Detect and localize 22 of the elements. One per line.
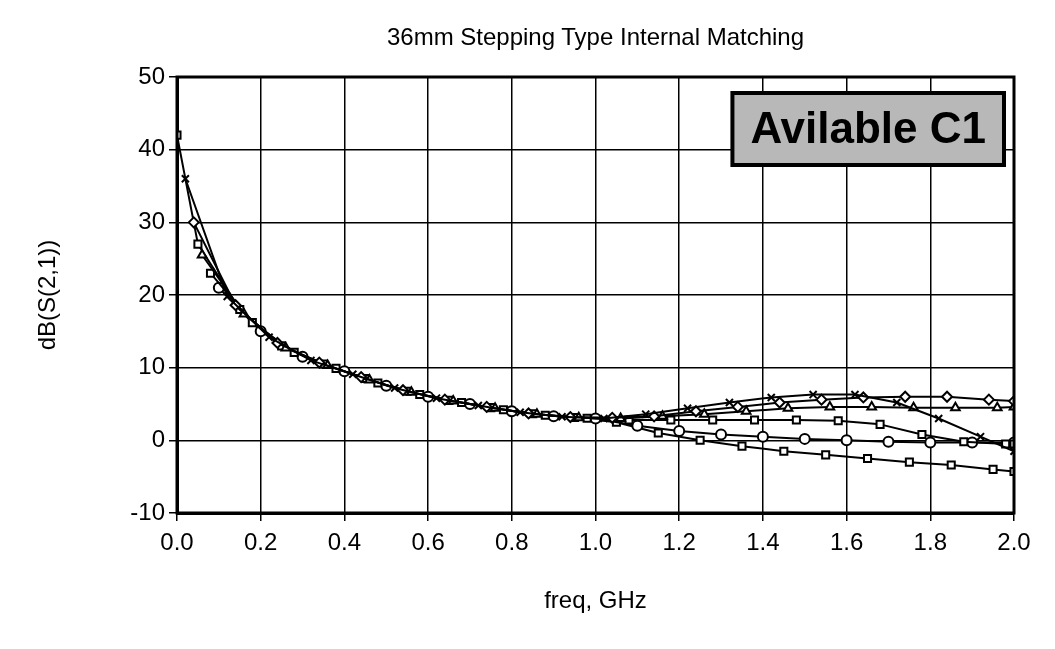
- x-tick-label: 2.0: [997, 528, 1031, 556]
- y-tick-label: 40: [138, 134, 165, 162]
- x-tick-label: 1.2: [662, 528, 696, 556]
- x-axis-title: freq, GHz: [544, 585, 647, 613]
- y-tick-label: 10: [138, 352, 165, 380]
- x-tick-label: 0.2: [244, 528, 278, 556]
- y-tick-label: -10: [130, 497, 165, 525]
- x-tick-label: 0.0: [160, 528, 194, 556]
- x-tick-label: 0.4: [327, 528, 362, 556]
- x-tick-label: 0.8: [495, 528, 529, 556]
- y-tick-label: 0: [151, 424, 165, 452]
- y-tick-label: 20: [138, 279, 165, 307]
- x-tick-label: 1.6: [829, 528, 864, 556]
- chart-title: 36mm Stepping Type Internal Matching: [386, 22, 805, 50]
- x-tick-label: 1.0: [578, 528, 613, 556]
- annotation: Avilable C1: [750, 103, 986, 153]
- y-tick-label: 30: [138, 206, 165, 234]
- y-axis-title: dB(S(2,1)): [32, 239, 60, 351]
- y-tick-label: 50: [138, 61, 165, 89]
- x-tick-label: 1.8: [913, 528, 947, 556]
- x-tick-label: 0.6: [411, 528, 445, 556]
- x-tick-label: 1.4: [746, 528, 780, 556]
